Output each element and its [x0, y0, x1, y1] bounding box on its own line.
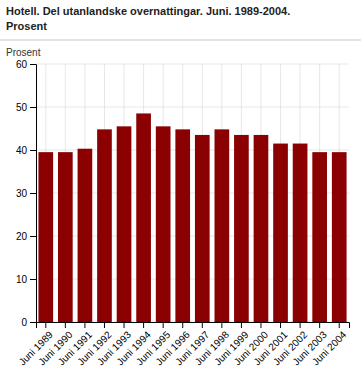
title: Hotell. Del utanlandske overnattingar. J…	[6, 5, 290, 17]
bar	[136, 113, 151, 322]
tick-mark	[30, 279, 36, 280]
subtitle: Prosent	[6, 20, 47, 32]
bar	[38, 152, 53, 322]
tick: Juni 2004	[310, 322, 349, 368]
tick-mark	[84, 322, 85, 328]
tick-mark	[300, 322, 301, 328]
tick-label: 20	[16, 231, 28, 242]
tick: 50	[16, 102, 36, 113]
tick: 20	[16, 231, 36, 242]
tick: 60	[16, 59, 36, 70]
tick-label: 50	[16, 102, 28, 113]
grid-line	[36, 64, 349, 65]
tick-mark	[182, 322, 183, 328]
axis-line	[30, 65, 37, 323]
tick-mark	[339, 322, 340, 328]
bar	[195, 135, 210, 322]
tick-mark	[143, 322, 144, 328]
separator	[0, 40, 361, 41]
bar	[332, 152, 347, 322]
axis-line	[37, 323, 350, 329]
grid	[36, 64, 349, 322]
chart: Hotell. Del utanlandske overnattingar. J…	[0, 0, 361, 378]
tick: 30	[16, 188, 36, 199]
tick-mark	[124, 322, 125, 328]
bar	[117, 126, 132, 322]
tick: 40	[16, 145, 36, 156]
tick-mark	[163, 322, 164, 328]
tick-label: 10	[16, 274, 28, 285]
y-axis: 0 10 20 30 40 50 60	[16, 59, 37, 328]
tick-label: 40	[16, 145, 28, 156]
tick-mark	[319, 322, 320, 328]
tick-mark	[202, 322, 203, 328]
bar	[78, 149, 93, 322]
bar	[58, 152, 73, 322]
tick-label: 0	[21, 317, 27, 328]
tick-mark	[65, 322, 66, 328]
tick: 0	[21, 317, 36, 328]
grid-line	[36, 107, 349, 108]
y-label: Prosent	[6, 47, 41, 58]
tick-mark	[280, 322, 281, 328]
tick-label: Juni 2004	[310, 329, 349, 368]
tick-mark	[30, 64, 36, 65]
tick-mark	[30, 193, 36, 194]
bar	[97, 129, 112, 322]
tick-mark	[30, 107, 36, 108]
bar	[312, 152, 327, 322]
bar	[234, 135, 249, 322]
bar	[273, 144, 288, 322]
bar	[293, 144, 308, 322]
tick-mark	[30, 322, 36, 323]
tick-mark	[221, 322, 222, 328]
tick-label: 30	[16, 188, 28, 199]
tick-mark	[260, 322, 261, 328]
bar	[175, 129, 190, 322]
bars	[38, 113, 346, 322]
tick-mark	[30, 236, 36, 237]
tick-label: 60	[16, 59, 28, 70]
tick: 10	[16, 274, 36, 285]
bar	[215, 129, 230, 322]
bar	[254, 135, 269, 322]
tick-mark	[241, 322, 242, 328]
plot: 0 10 20 30 40 50 60 Juni 1989Juni 1990Juni 1991…	[16, 59, 350, 368]
bar	[156, 126, 171, 322]
tick-mark	[45, 322, 46, 328]
tick-mark	[104, 322, 105, 328]
x-axis: Juni 1989Juni 1990Juni 1991Juni 1992Juni…	[17, 322, 350, 368]
tick-mark	[30, 150, 36, 151]
